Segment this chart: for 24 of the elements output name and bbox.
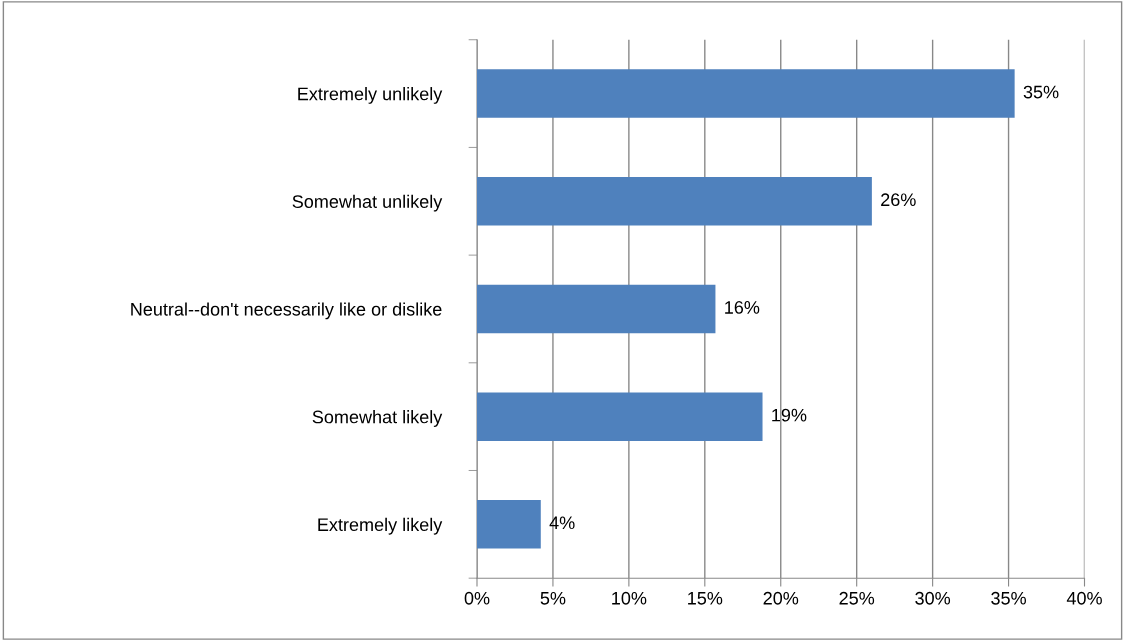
y-tick-label: Somewhat unlikely xyxy=(292,194,443,212)
bar xyxy=(477,500,541,549)
bar xyxy=(477,69,1015,118)
x-tick-label: 10% xyxy=(612,591,647,605)
x-tick-label: 15% xyxy=(688,591,723,605)
data-label: 35% xyxy=(1023,85,1059,99)
x-tick-label: 20% xyxy=(763,591,799,605)
x-tick-label: 40% xyxy=(1066,591,1102,605)
data-label: 19% xyxy=(772,408,807,422)
x-tick-label: 35% xyxy=(991,591,1026,605)
bar xyxy=(477,177,872,226)
y-tick-label: Somewhat likely xyxy=(312,410,443,427)
data-label: 4% xyxy=(549,516,575,530)
x-tick-label: 25% xyxy=(839,591,875,605)
bar xyxy=(477,284,716,334)
x-tick-label: 30% xyxy=(915,591,951,605)
y-tick-label: Neutral--don't necessarily like or dislike xyxy=(131,302,442,320)
y-tick-label: Extremely unlikely xyxy=(298,87,443,104)
data-label: 16% xyxy=(725,301,760,314)
y-tick-label: Extremely likely xyxy=(318,517,443,535)
bar xyxy=(477,392,763,441)
data-label: 26% xyxy=(881,193,916,207)
x-tick-label: 5% xyxy=(540,591,566,605)
x-tick-label: 0% xyxy=(464,591,490,605)
